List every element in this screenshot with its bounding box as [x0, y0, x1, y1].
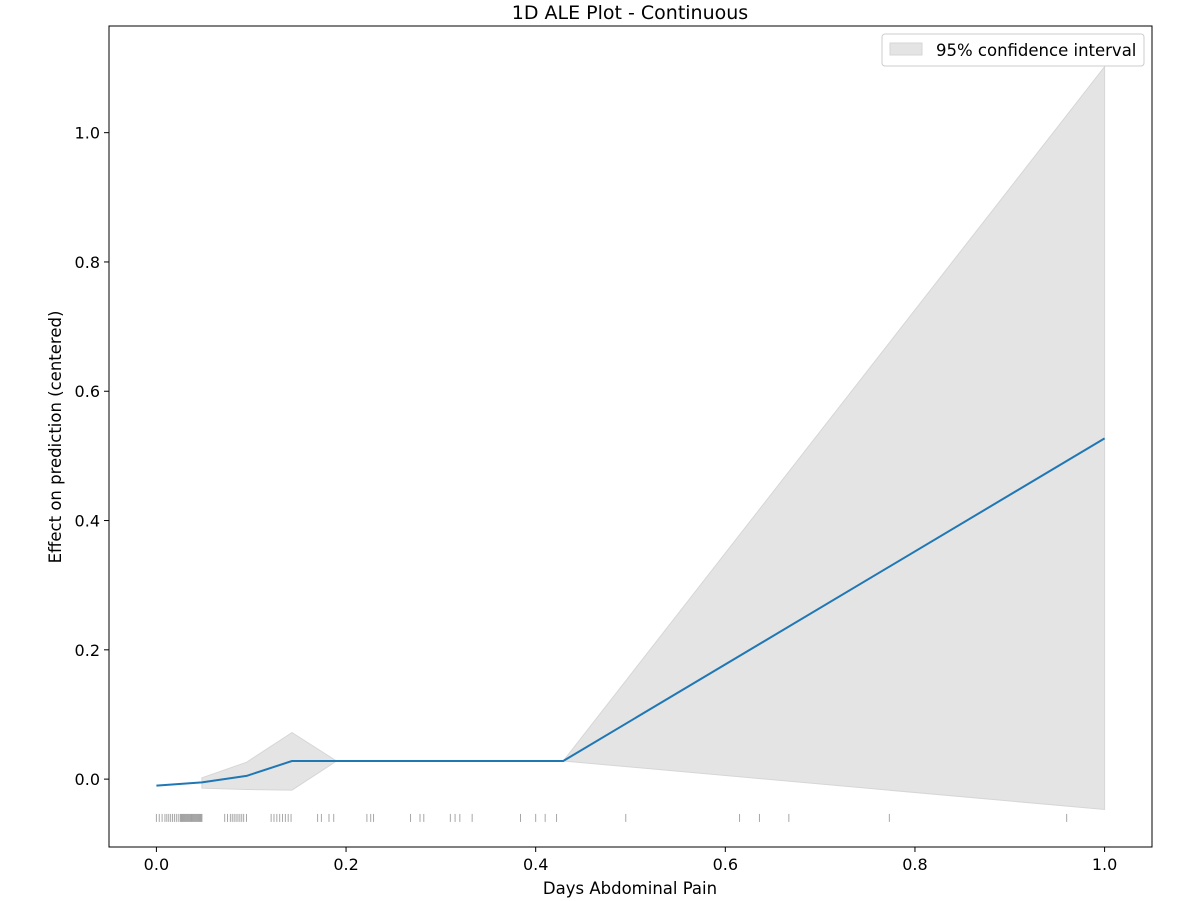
x-tick-label: 0.2 — [333, 855, 358, 874]
confidence-band — [201, 65, 1106, 811]
y-axis-label: Effect on prediction (centered) — [46, 311, 65, 564]
chart-title: 1D ALE Plot - Continuous — [512, 2, 748, 24]
ale-line — [156, 437, 1106, 787]
y-tick-label: 0.4 — [75, 512, 100, 531]
x-tick-label: 0.0 — [144, 855, 169, 874]
plot-area — [155, 65, 1106, 822]
y-tick-label: 0.6 — [75, 382, 100, 401]
x-axis: 0.0 0.2 0.4 0.6 0.8 1.0 — [144, 847, 1117, 874]
legend-label-confidence-interval: 95% confidence interval — [936, 41, 1136, 60]
x-tick-label: 0.8 — [902, 855, 927, 874]
legend-box — [881, 33, 1145, 67]
legend: 95% confidence interval — [881, 33, 1145, 67]
x-tick-label: 0.4 — [523, 855, 548, 874]
y-axis: 0.0 0.2 0.4 0.6 0.8 1.0 — [75, 124, 109, 789]
y-tick-label: 0.0 — [75, 770, 100, 789]
y-tick-label: 0.8 — [75, 253, 100, 272]
axes-frame — [108, 25, 1153, 848]
x-tick-label: 0.6 — [713, 855, 738, 874]
x-axis-label: Days Abdominal Pain — [543, 879, 717, 898]
y-tick-label: 1.0 — [75, 124, 100, 143]
x-tick-label: 1.0 — [1092, 855, 1117, 874]
y-tick-label: 0.2 — [75, 641, 100, 660]
legend-swatch-confidence-interval — [889, 42, 923, 56]
